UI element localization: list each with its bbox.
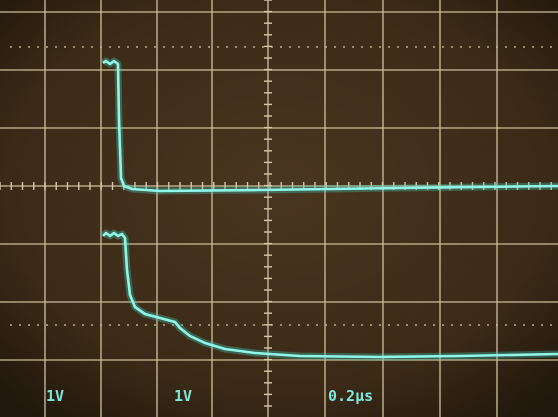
channel-2-scale: 1V (174, 387, 192, 405)
timebase-readout: 0.2µs (328, 387, 373, 405)
oscilloscope-screen: 1V 1V 0.2µs (0, 0, 558, 417)
channel-1-scale: 1V (46, 387, 64, 405)
